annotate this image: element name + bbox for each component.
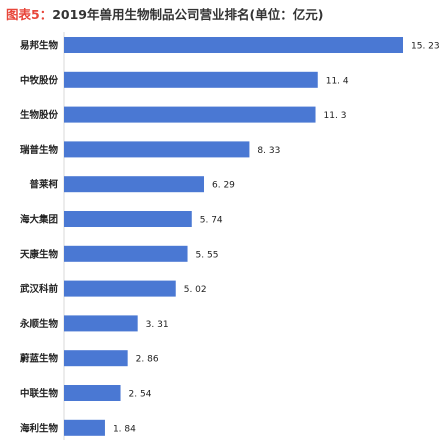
value-label: 3. 31	[146, 320, 169, 330]
bar	[64, 280, 176, 297]
category-label: 天康生物	[20, 248, 59, 260]
value-label: 11. 3	[324, 111, 347, 121]
category-label: 海大集团	[20, 214, 58, 226]
bar	[64, 315, 138, 332]
value-label: 5. 74	[200, 216, 223, 226]
chart-title-text: 2019年兽用生物制品公司营业排名(单位：亿元)	[52, 7, 324, 22]
value-label: 2. 54	[129, 390, 152, 400]
category-label: 永顺生物	[19, 318, 59, 330]
bar	[64, 141, 250, 158]
value-label: 5. 55	[196, 250, 219, 260]
category-label: 生物股份	[20, 109, 59, 121]
category-label: 瑞普生物	[20, 144, 59, 156]
bar	[64, 419, 105, 436]
category-label: 中联生物	[20, 388, 59, 400]
category-label: 普莱柯	[29, 179, 58, 191]
category-label: 武汉科前	[20, 283, 59, 295]
bar	[64, 106, 316, 123]
category-label: 中牧股份	[20, 74, 59, 86]
value-label: 2. 86	[136, 355, 159, 365]
bar	[64, 71, 318, 88]
bar	[64, 176, 205, 193]
value-label: 5. 02	[184, 285, 207, 295]
value-label: 6. 29	[212, 181, 235, 191]
bar	[64, 211, 192, 227]
chart-title: 图表5：2019年兽用生物制品公司营业排名(单位：亿元)	[6, 4, 323, 23]
value-label: 11. 4	[326, 76, 349, 86]
bar	[64, 37, 403, 53]
chart-title-prefix: 图表5：	[6, 7, 53, 22]
bar	[64, 245, 188, 262]
value-label: 15. 23	[411, 42, 440, 52]
category-label: 海利生物	[20, 422, 59, 434]
category-label: 易邦生物	[20, 40, 59, 52]
value-label: 8. 33	[257, 146, 280, 156]
value-label: 1. 84	[113, 424, 136, 434]
category-label: 蔚蓝生物	[20, 353, 59, 365]
bar	[64, 350, 128, 367]
bar	[64, 385, 121, 401]
